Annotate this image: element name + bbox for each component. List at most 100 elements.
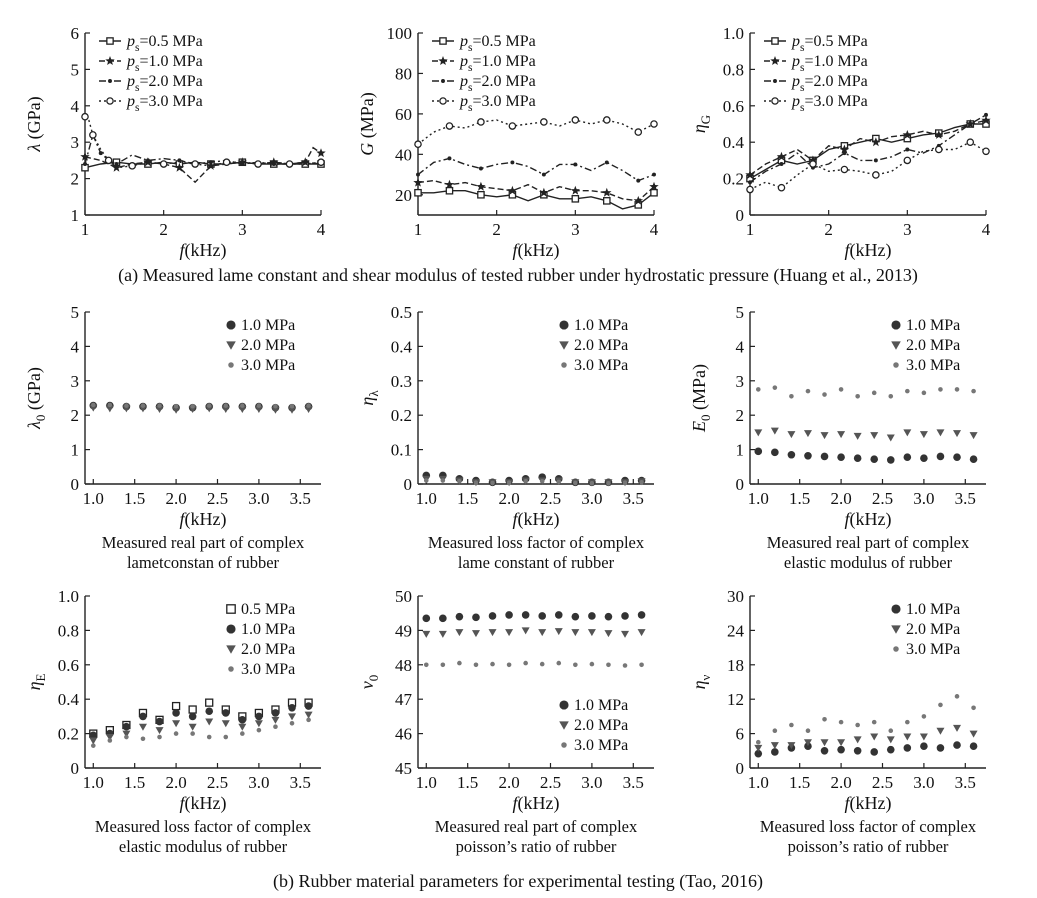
data-point (838, 387, 844, 392)
x-tick-label: 1.0 (416, 773, 437, 792)
data-point (155, 727, 164, 735)
series-2 (755, 694, 976, 745)
x-tick-label: 1 (746, 220, 755, 239)
y-tick-label: 46 (395, 725, 412, 744)
legend-label: ps=3.0 MPa (459, 93, 536, 114)
series-2 (416, 156, 656, 183)
data-point (969, 455, 978, 464)
legend-label: 3.0 MPa (574, 357, 628, 374)
data-point (886, 456, 895, 464)
data-point (540, 118, 548, 126)
data-point (602, 116, 611, 124)
y-tick-label: 0.1 (391, 441, 412, 460)
x-tick-label: 2.0 (165, 773, 186, 792)
x-tick-label: 2.0 (830, 489, 851, 508)
legend-label: ps=0.5 MPa (126, 33, 203, 54)
series-0 (422, 611, 646, 623)
y-tick-label: 0 (71, 759, 80, 778)
x-tick-label: 3.0 (248, 773, 269, 792)
data-point (256, 727, 262, 733)
data-point (316, 148, 326, 158)
data-point (803, 430, 812, 438)
legend-marker (891, 604, 901, 614)
data-point (652, 172, 656, 177)
data-point (104, 156, 113, 165)
y-tick-label: 48 (395, 656, 412, 675)
data-point (602, 187, 612, 197)
series-line (84, 116, 322, 169)
y-axis-label: ηE (24, 673, 48, 690)
data-point (606, 662, 611, 668)
data-point (621, 612, 629, 620)
data-point (188, 712, 197, 721)
y-tick-label: 6 (736, 725, 745, 744)
data-point (805, 728, 811, 734)
x-tick-label: 4 (650, 220, 659, 239)
data-point (971, 388, 976, 394)
chart-b5: 1.0 1.5 2.0 2.5 3.0 3.5 45 46 47 48 49 50 f(kHz) v0 1.… (357, 587, 654, 856)
y-tick-label: 0.6 (723, 97, 744, 116)
y-tick-label: 30 (727, 587, 744, 606)
legend-label: 3.0 MPa (574, 737, 628, 754)
y-tick-label: 1 (71, 441, 80, 460)
data-point (953, 741, 961, 749)
panel-caption: Measured loss factor of complex (95, 817, 312, 836)
panel-caption: poisson’s ratio of rubber (788, 837, 949, 856)
y-tick-label: 0.8 (723, 60, 744, 79)
y-tick-label: 47 (395, 690, 413, 709)
data-point (920, 454, 928, 463)
data-point (604, 630, 613, 638)
data-point (188, 723, 197, 731)
legend: 1.0 MPa 2.0 MPa 3.0 MPa (226, 317, 295, 374)
data-point (423, 478, 429, 483)
data-point (870, 432, 879, 440)
data-point (159, 160, 168, 168)
y-axis-label-group: ηG (689, 115, 713, 133)
data-point (422, 614, 431, 623)
data-point (190, 731, 195, 736)
data-point (840, 165, 849, 174)
data-point (539, 187, 549, 197)
legend-marker (559, 721, 569, 730)
legend-label: ps=1.0 MPa (791, 53, 868, 74)
data-point (966, 138, 975, 147)
data-point (905, 388, 910, 394)
data-point (772, 385, 778, 390)
y-tick-label: 45 (395, 759, 412, 778)
data-point (936, 727, 945, 735)
data-point (871, 719, 877, 725)
data-point (982, 147, 990, 156)
legend-marker (770, 56, 780, 65)
data-point (570, 185, 580, 195)
data-point (490, 661, 495, 667)
data-point (556, 479, 562, 485)
data-point (414, 140, 422, 149)
data-point (969, 730, 978, 738)
data-point (188, 406, 197, 414)
series-1 (422, 627, 646, 638)
data-point (953, 453, 961, 461)
y-axis-label-group: v0 (357, 675, 381, 689)
data-point (789, 722, 794, 728)
y-tick-label: 3 (71, 372, 80, 391)
x-tick-label: 1.5 (457, 489, 478, 508)
data-point (445, 122, 454, 130)
data-point (255, 712, 263, 721)
data-point (221, 406, 230, 414)
series-3 (90, 717, 311, 748)
data-point (157, 403, 162, 408)
series-3 (746, 138, 990, 194)
x-tick-label: 3.5 (955, 489, 976, 508)
data-point (523, 660, 528, 666)
data-point (124, 403, 129, 408)
data-point (789, 393, 794, 399)
y-tick-label: 40 (395, 145, 412, 164)
y-axis-label-group: λ0 (GPa) (24, 367, 48, 430)
data-point (128, 162, 137, 170)
x-tick-label: 3 (903, 220, 912, 239)
series-1 (422, 475, 646, 487)
data-point (938, 387, 943, 392)
y-axis-label: G (MPa) (357, 92, 378, 156)
data-point (90, 402, 96, 408)
y-tick-label: 4 (736, 337, 745, 356)
